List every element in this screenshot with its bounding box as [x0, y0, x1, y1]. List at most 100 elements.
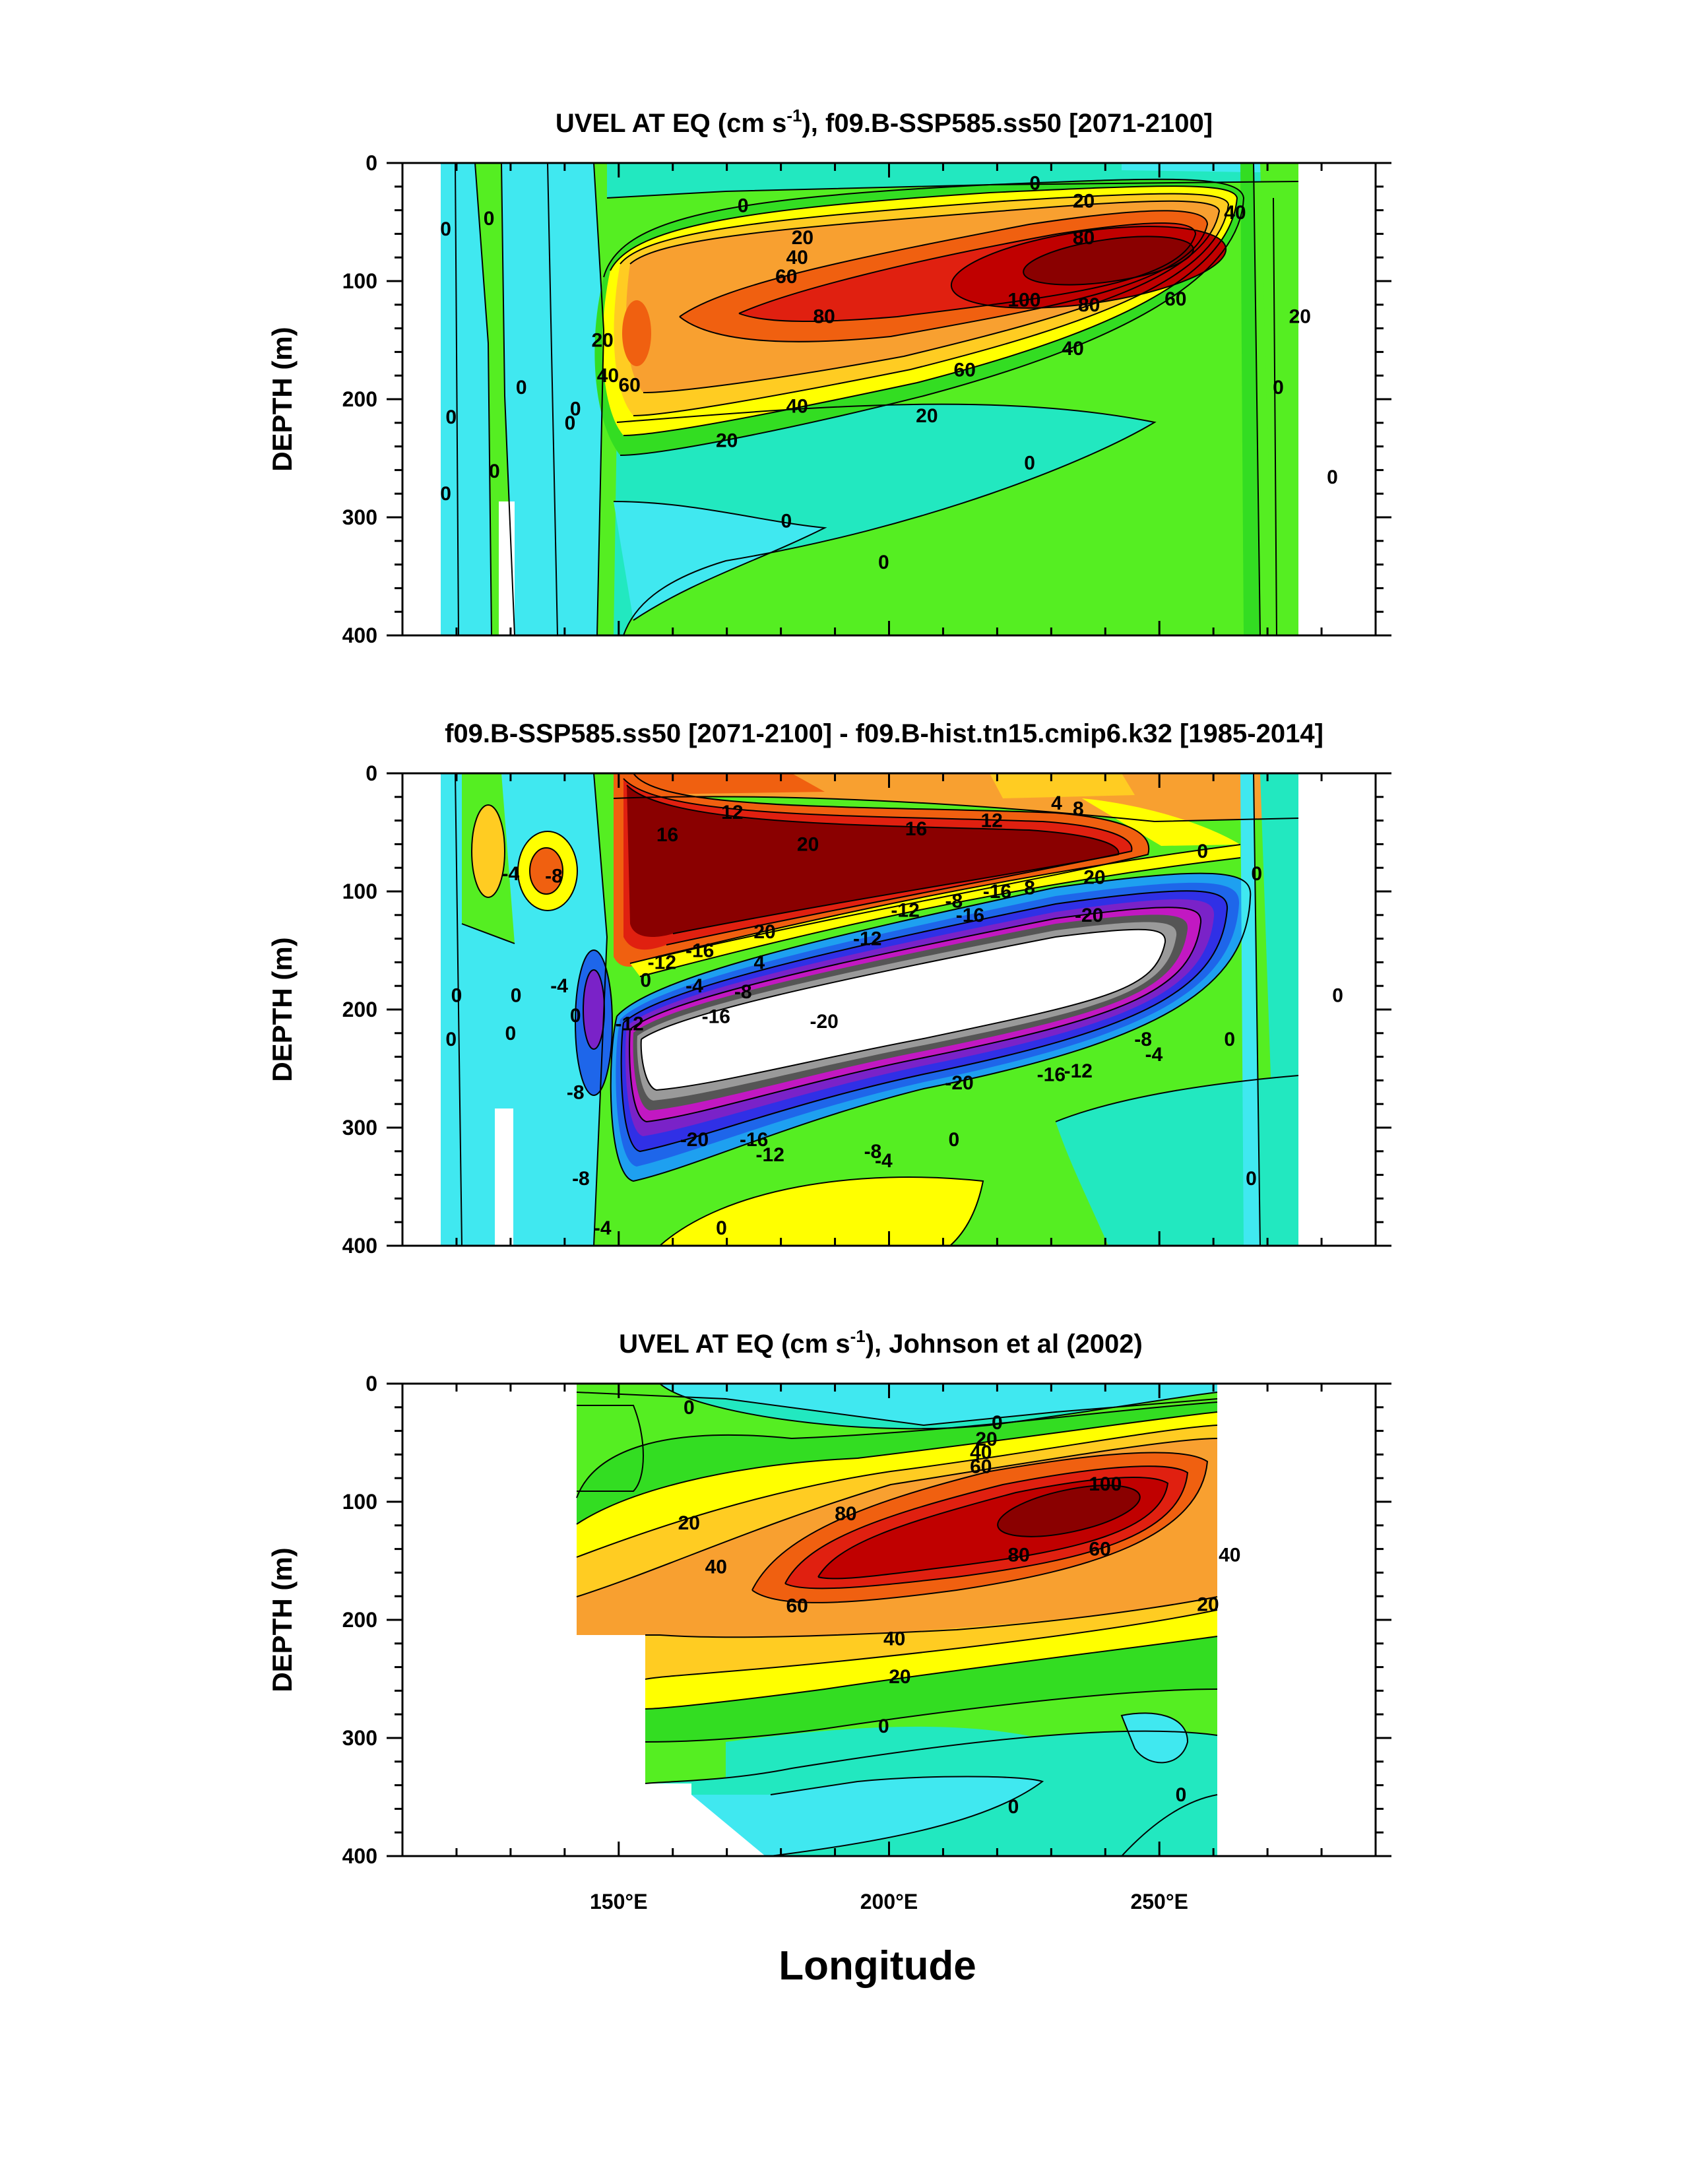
contour-label: -4: [502, 863, 520, 885]
y-tick-label: 100: [342, 880, 377, 903]
contour-label: 0: [565, 412, 576, 434]
panel-3-contour-lines: [576, 1384, 1218, 1856]
panel-2-background: [441, 773, 1298, 1246]
panel-3: UVEL AT EQ (cm s-1), Johnson et al (2002…: [267, 1326, 1391, 1913]
contour-label: 12: [981, 810, 1003, 832]
contour-label: 0: [1332, 985, 1343, 1007]
contour-label: 0: [1197, 841, 1208, 862]
contour-label: 8: [1024, 878, 1035, 899]
contour-label: 0: [516, 377, 527, 399]
contour-label: 40: [597, 365, 619, 387]
contour-label: -12: [756, 1144, 784, 1166]
contour-label: 20: [916, 405, 938, 427]
y-tick-label: 300: [342, 505, 377, 529]
contour-label: 20: [1083, 867, 1105, 889]
contour-label: 0: [1224, 1029, 1235, 1050]
contour-label: 80: [1073, 227, 1095, 249]
contour-label: -8: [545, 866, 563, 887]
contour-label: 20: [797, 833, 819, 855]
contour-label: 0: [1024, 453, 1035, 474]
contour-label: 0: [484, 208, 495, 230]
y-tick-label: 200: [342, 387, 377, 411]
contour-label: 0: [445, 1029, 457, 1050]
panel-1-ylabel: DEPTH (m): [267, 327, 298, 471]
contour-label: 40: [883, 1628, 905, 1650]
y-tick-label: 400: [342, 624, 377, 647]
contour-label: 40: [1062, 338, 1083, 360]
contour-label: 0: [511, 985, 522, 1007]
contour-label: 100: [1007, 290, 1040, 311]
contour-label: 0: [440, 218, 451, 240]
contour-label: 0: [992, 1412, 1003, 1434]
contour-label: 20: [592, 330, 614, 352]
contour-label: -12: [891, 900, 919, 922]
panel-2-title: f09.B-SSP585.ss50 [2071-2100] - f09.B-hi…: [445, 719, 1323, 748]
contour-label: -20: [945, 1072, 973, 1094]
contour-label: -12: [853, 928, 881, 950]
contour-label: 0: [640, 969, 651, 991]
contour-label: -8: [734, 981, 752, 1003]
contour-label: 8: [1073, 798, 1084, 820]
contour-label: -12: [1064, 1060, 1093, 1082]
contour-label: -16: [956, 905, 984, 926]
y-tick-label: 200: [342, 1608, 377, 1632]
contour-label: -4: [875, 1150, 893, 1172]
contour-label: 20: [792, 227, 813, 249]
y-tick-label: 0: [366, 151, 377, 175]
contour-label: 60: [970, 1456, 992, 1477]
y-tick-label: 100: [342, 1490, 377, 1514]
contour-label: -8: [945, 890, 963, 912]
x-tick-label: 150°E: [590, 1890, 648, 1913]
contour-label: 0: [738, 195, 749, 216]
contour-label: 16: [905, 818, 927, 840]
contour-label: -8: [567, 1081, 585, 1103]
contour-label: 0: [445, 406, 457, 428]
y-tick-label: 0: [366, 1372, 377, 1396]
contour-label: 0: [948, 1129, 959, 1151]
contour-label: 0: [451, 985, 462, 1007]
contour-label: 20: [1197, 1594, 1219, 1616]
panel-2-ylabel: DEPTH (m): [267, 937, 298, 1081]
contour-label: 0: [570, 1005, 581, 1027]
contour-label: -16: [1037, 1064, 1066, 1085]
contour-label: 60: [775, 266, 797, 288]
contour-label: 80: [1078, 294, 1100, 316]
contour-label: -4: [550, 975, 568, 997]
contour-label: -4: [685, 975, 703, 997]
contour-label: 20: [1073, 190, 1095, 212]
contour-label: 12: [721, 802, 743, 823]
contour-label: 0: [1246, 1168, 1257, 1190]
contour-label: 20: [716, 430, 738, 452]
contour-label: 0: [878, 552, 889, 573]
contour-label: 20: [753, 921, 775, 943]
contour-label: 0: [878, 1716, 889, 1737]
contour-label: 60: [618, 375, 640, 397]
panel-3-ylabel: DEPTH (m): [267, 1547, 298, 1692]
contour-label: 40: [705, 1556, 727, 1578]
contour-label: 20: [975, 1429, 997, 1450]
contour-label: 0: [570, 398, 581, 420]
contour-label: 80: [813, 306, 835, 328]
contour-label: 40: [1224, 202, 1246, 224]
contour-label: 0: [489, 461, 500, 482]
contour-label: 0: [684, 1397, 695, 1419]
y-tick-label: 300: [342, 1116, 377, 1140]
contour-label: -20: [1075, 905, 1103, 926]
contour-label: 20: [678, 1512, 700, 1534]
panel-3-background: [577, 1384, 1217, 1856]
x-tick-label: 200°E: [860, 1890, 918, 1913]
contour-label: 0: [1251, 863, 1262, 885]
contour-label: -20: [680, 1129, 709, 1151]
contour-label: 40: [786, 247, 808, 269]
panel-3-title: UVEL AT EQ (cm s-1), Johnson et al (2002…: [619, 1326, 1143, 1359]
panel-2-contour-lines: [455, 773, 1299, 1246]
panel-1-contour-lines: [455, 163, 1299, 635]
contour-label: -16: [685, 940, 714, 962]
